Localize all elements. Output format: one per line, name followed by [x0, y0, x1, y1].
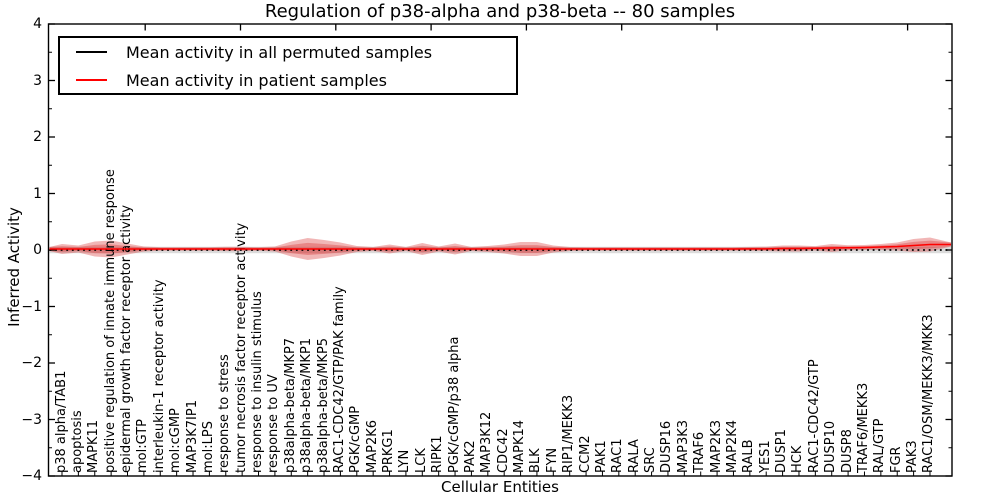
patient-band-inner — [49, 240, 951, 256]
permuted-line-swatch-icon — [76, 51, 107, 53]
patient-line-swatch-icon — [76, 79, 107, 81]
y-tick-label: −1 — [21, 298, 42, 315]
y-tick-label: 0 — [33, 242, 42, 258]
legend-item-permuted: Mean activity in all permuted samples — [60, 38, 516, 66]
legend-label-patient: Mean activity in patient samples — [126, 70, 387, 90]
x-axis-label: Cellular Entities — [441, 478, 559, 496]
y-tick-label: 2 — [33, 129, 42, 145]
legend-item-patient: Mean activity in patient samples — [60, 66, 516, 94]
y-axis-label: Inferred Activity — [5, 207, 23, 327]
patient-mean-line — [49, 243, 951, 250]
y-tick-label: −3 — [21, 411, 42, 428]
y-tick-label: 3 — [33, 72, 42, 89]
y-tick-label: 4 — [33, 16, 42, 32]
permuted-std-band — [49, 246, 951, 254]
y-tick-label: 1 — [33, 185, 42, 202]
legend-label-permuted: Mean activity in all permuted samples — [126, 42, 433, 62]
y-tick-label: −2 — [21, 355, 42, 371]
legend: Mean activity in all permuted samples Me… — [58, 36, 518, 95]
chart-title: Regulation of p38-alpha and p38-beta -- … — [264, 1, 736, 22]
y-tick-label: −4 — [21, 468, 42, 484]
